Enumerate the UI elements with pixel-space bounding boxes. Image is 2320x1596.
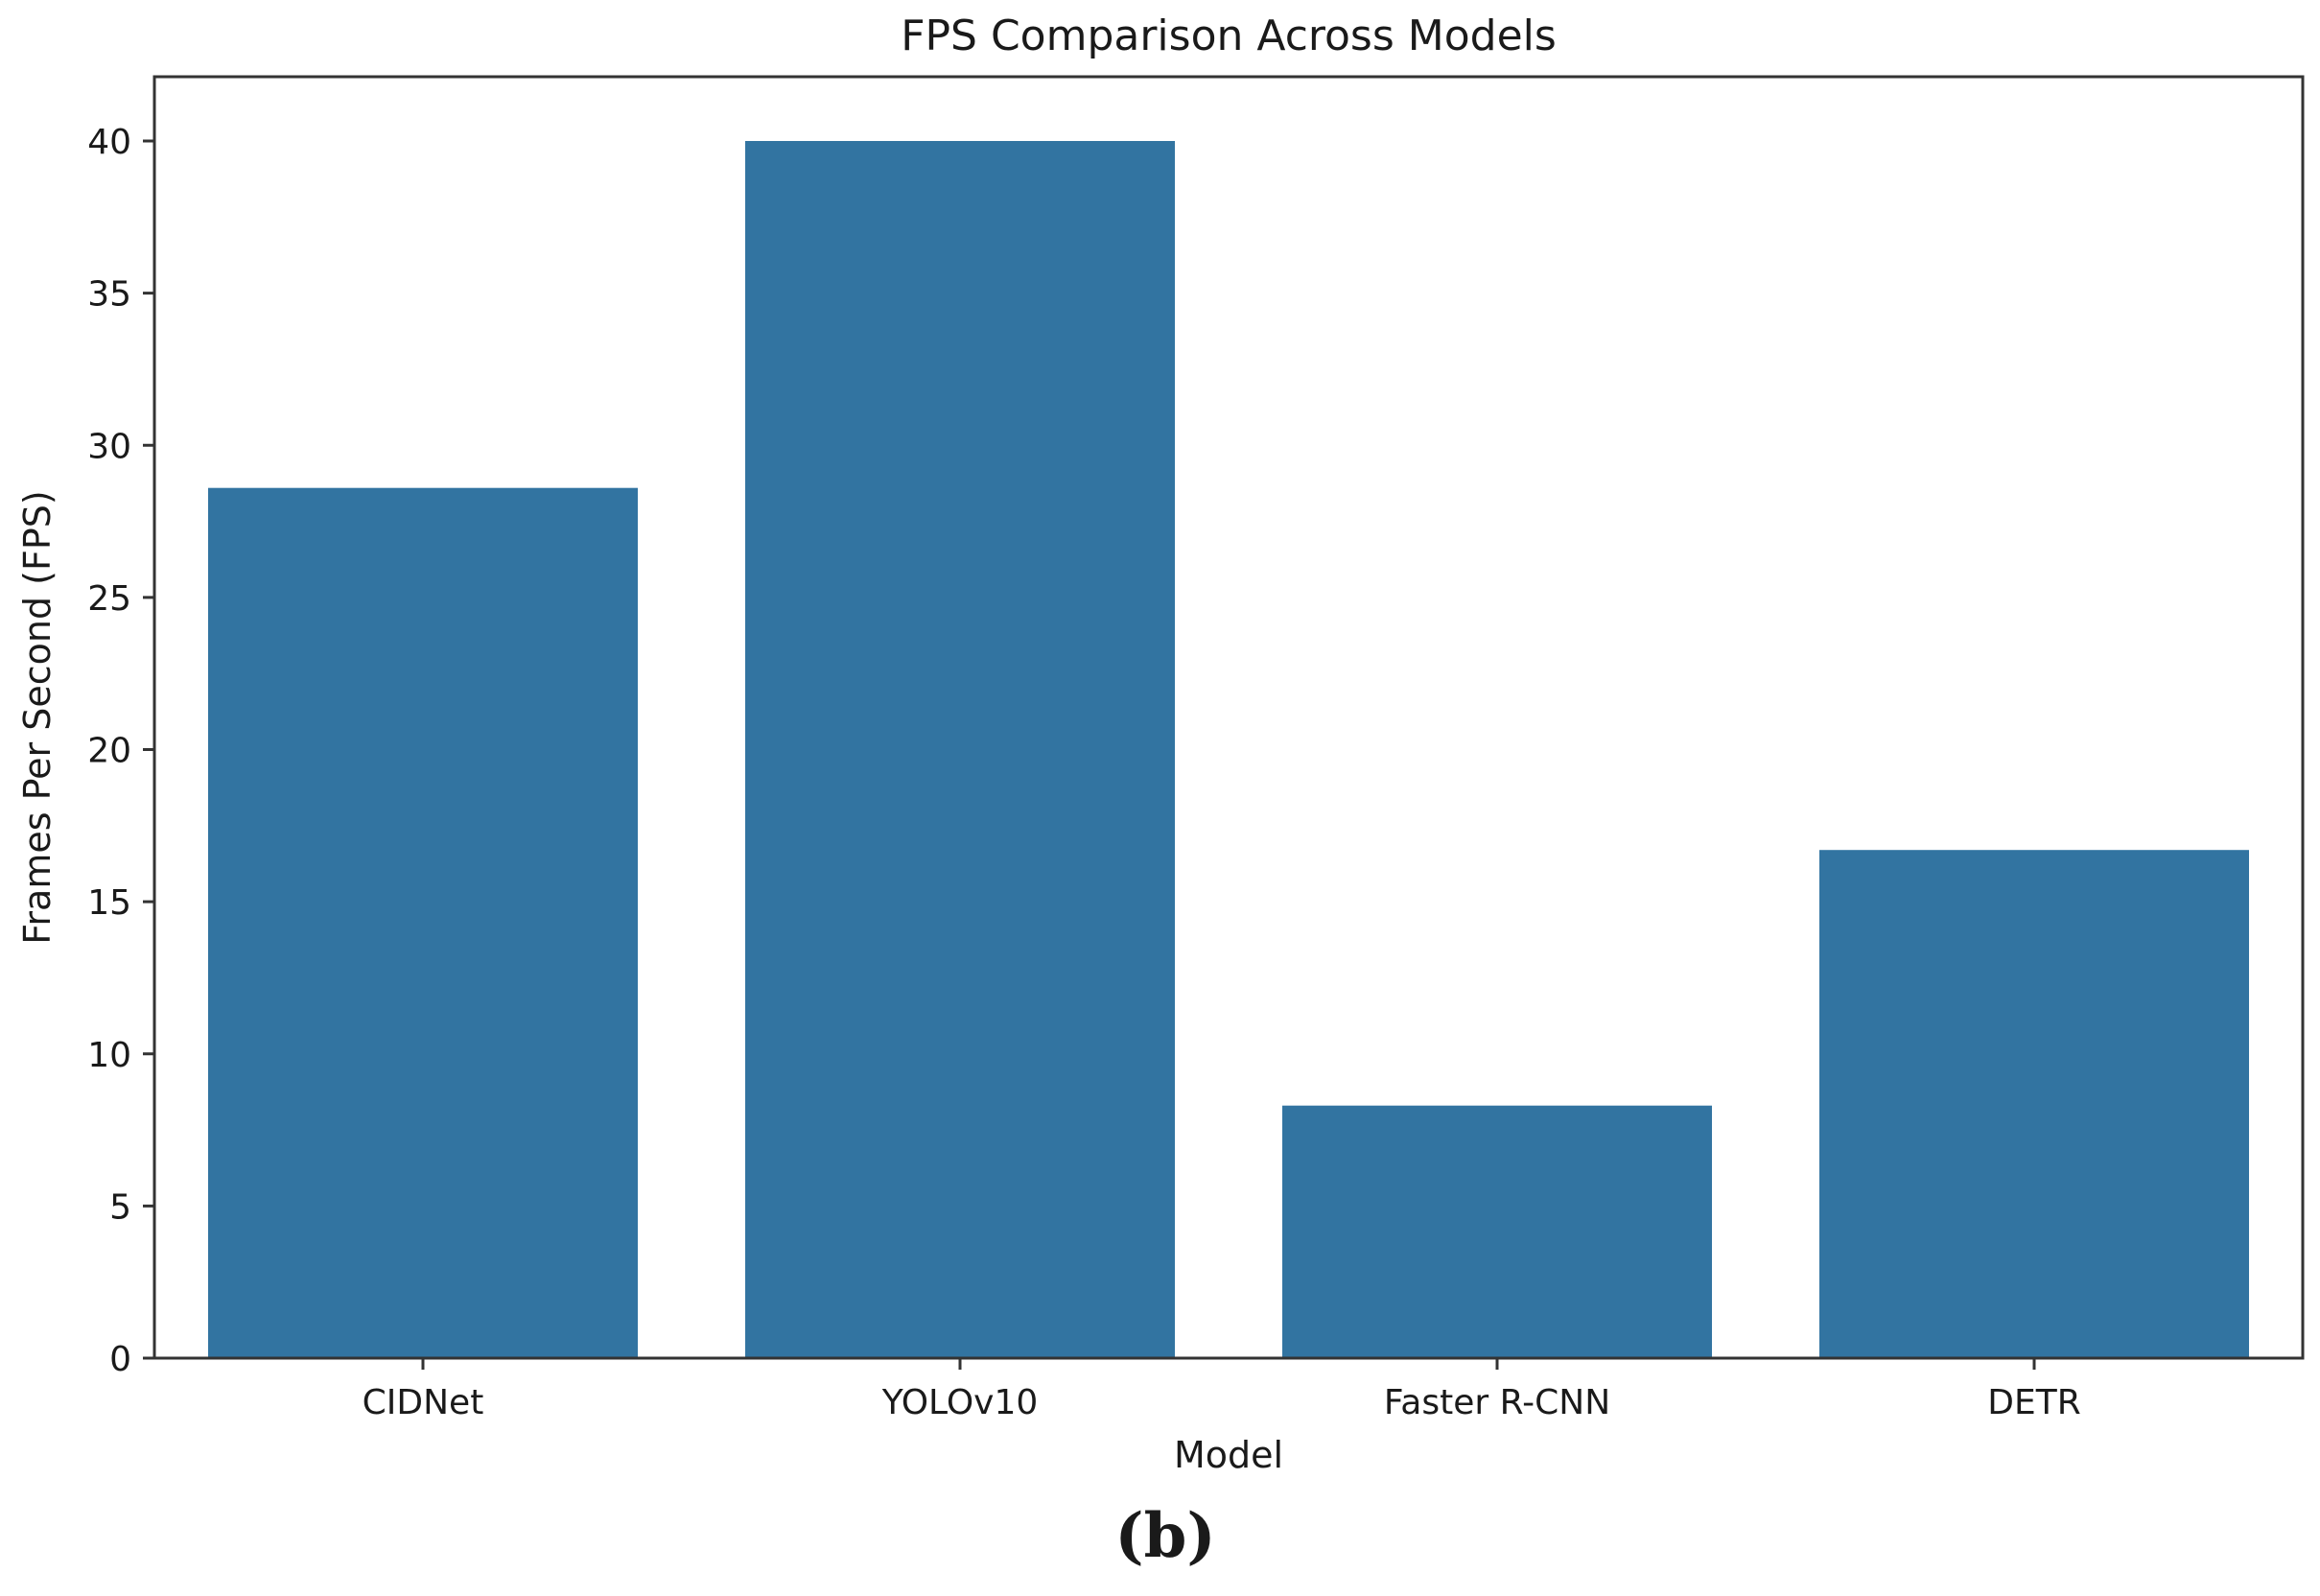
chart-title: FPS Comparison Across Models <box>901 12 1557 60</box>
y-tick-label: 0 <box>109 1340 131 1379</box>
x-axis-ticks: CIDNet YOLOv10 Faster R-CNN DETR <box>363 1358 2081 1422</box>
y-tick-label: 25 <box>87 579 131 619</box>
bar-cidnet <box>208 487 638 1358</box>
bar-faster-r-cnn <box>1282 1105 1712 1358</box>
axes-frame <box>152 75 2305 1360</box>
panel-label: (b) <box>1114 1500 1215 1572</box>
x-tick-label: Faster R-CNN <box>1384 1383 1610 1422</box>
y-axis-label: Frames Per Second (FPS) <box>16 490 59 944</box>
y-tick-label: 10 <box>87 1036 131 1075</box>
bar-detr <box>1819 850 2249 1358</box>
bars-layer <box>208 141 2249 1358</box>
y-axis-ticks: 0 5 10 15 20 25 30 35 40 <box>87 123 154 1379</box>
x-tick-label: YOLOv10 <box>881 1383 1039 1422</box>
y-tick-label: 40 <box>87 123 131 162</box>
bar-yolov10 <box>745 141 1175 1358</box>
x-tick-label: DETR <box>1987 1383 2080 1422</box>
y-tick-label: 35 <box>87 275 131 315</box>
y-tick-label: 5 <box>109 1187 131 1227</box>
y-tick-label: 15 <box>87 883 131 923</box>
y-tick-label: 20 <box>87 732 131 771</box>
x-axis-label: Model <box>1174 1434 1283 1476</box>
x-tick-label: CIDNet <box>363 1383 484 1422</box>
y-tick-label: 30 <box>87 427 131 466</box>
